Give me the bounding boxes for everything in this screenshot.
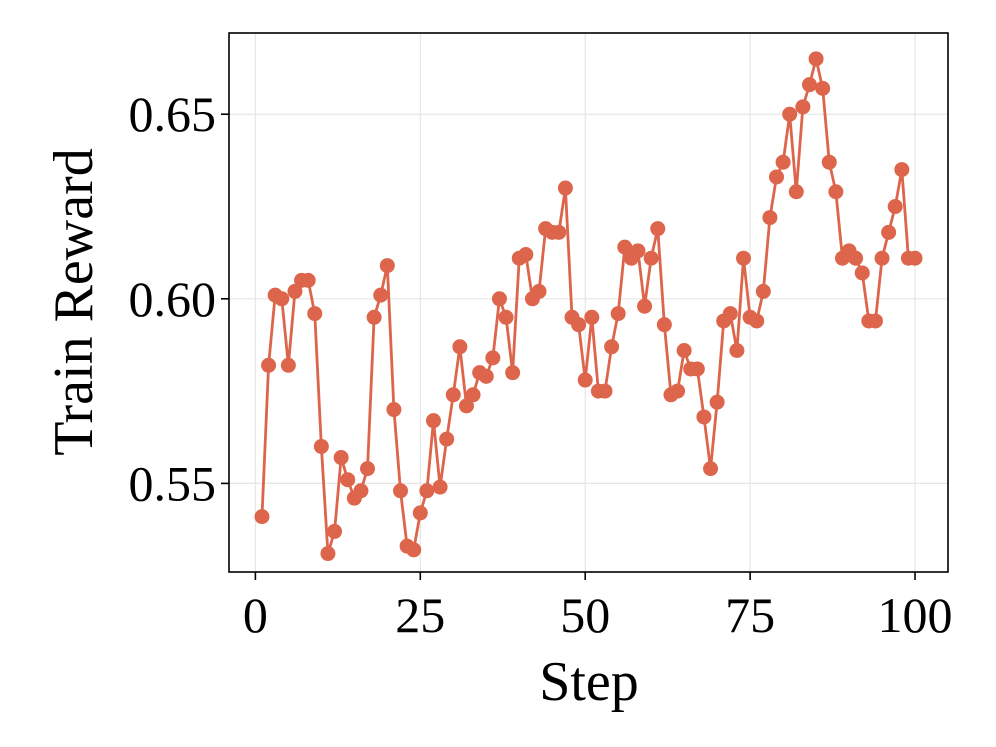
data-point bbox=[300, 272, 316, 288]
data-point bbox=[393, 483, 409, 499]
data-point bbox=[360, 461, 376, 477]
data-point bbox=[762, 210, 778, 226]
series-train-reward bbox=[254, 51, 923, 562]
data-point bbox=[478, 368, 494, 384]
data-point bbox=[307, 306, 323, 322]
data-point bbox=[445, 387, 461, 403]
plot-frame bbox=[228, 32, 949, 573]
data-point bbox=[729, 342, 745, 358]
data-point bbox=[676, 342, 692, 358]
data-point bbox=[452, 339, 468, 355]
axis-ticks: 0 25 50 75 100 0.55 0.60 0.65 bbox=[129, 86, 953, 643]
data-point bbox=[366, 309, 382, 325]
data-point bbox=[531, 283, 547, 299]
data-point bbox=[637, 298, 653, 314]
x-tick-label: 100 bbox=[878, 587, 953, 643]
data-point bbox=[287, 283, 303, 299]
data-point bbox=[828, 184, 844, 200]
data-point bbox=[808, 51, 824, 67]
data-point bbox=[458, 398, 474, 414]
data-point bbox=[617, 239, 633, 255]
data-point bbox=[887, 199, 903, 215]
data-point bbox=[643, 250, 659, 266]
data-point bbox=[353, 483, 369, 499]
data-point bbox=[703, 461, 719, 477]
data-point bbox=[795, 99, 811, 115]
data-point bbox=[412, 505, 428, 521]
data-point bbox=[274, 291, 290, 307]
data-point bbox=[848, 250, 864, 266]
data-point bbox=[768, 169, 784, 185]
data-point bbox=[340, 472, 356, 488]
data-point bbox=[597, 383, 613, 399]
data-point bbox=[610, 306, 626, 322]
data-point bbox=[327, 523, 343, 539]
data-point bbox=[801, 77, 817, 93]
data-point bbox=[379, 258, 395, 274]
data-point bbox=[854, 265, 870, 281]
data-point bbox=[815, 80, 831, 96]
data-point bbox=[867, 313, 883, 329]
data-point bbox=[584, 309, 600, 325]
y-tick-label: 0.55 bbox=[129, 455, 217, 511]
data-point bbox=[551, 224, 567, 240]
data-point bbox=[254, 509, 270, 525]
data-point bbox=[406, 542, 422, 558]
data-point bbox=[280, 357, 296, 373]
x-tick-label: 50 bbox=[560, 587, 610, 643]
data-point bbox=[788, 184, 804, 200]
y-tick-label: 0.60 bbox=[129, 271, 217, 327]
data-point bbox=[261, 357, 277, 373]
x-tick-label: 0 bbox=[243, 587, 268, 643]
data-point bbox=[333, 450, 349, 466]
y-axis-title: Train Reward bbox=[43, 148, 105, 455]
data-point bbox=[485, 350, 501, 366]
data-point bbox=[557, 180, 573, 196]
data-point bbox=[755, 283, 771, 299]
data-point bbox=[425, 413, 441, 429]
data-point bbox=[630, 243, 646, 259]
data-point bbox=[722, 306, 738, 322]
data-point bbox=[465, 387, 481, 403]
data-point bbox=[518, 247, 534, 263]
data-point bbox=[907, 250, 923, 266]
data-point bbox=[313, 438, 329, 454]
data-point bbox=[881, 224, 897, 240]
x-tick-label: 75 bbox=[725, 587, 775, 643]
data-point bbox=[491, 291, 507, 307]
data-point bbox=[709, 394, 725, 410]
data-point bbox=[775, 154, 791, 170]
data-point bbox=[696, 409, 712, 425]
data-point bbox=[874, 250, 890, 266]
data-point bbox=[782, 106, 798, 122]
data-point bbox=[373, 287, 389, 303]
data-point bbox=[320, 546, 336, 562]
data-point bbox=[571, 317, 587, 333]
data-point bbox=[386, 402, 402, 418]
data-point bbox=[749, 313, 765, 329]
data-point bbox=[505, 365, 521, 381]
x-axis-title: Step bbox=[539, 651, 639, 713]
data-point bbox=[821, 154, 837, 170]
data-point bbox=[604, 339, 620, 355]
data-point bbox=[656, 317, 672, 333]
data-point bbox=[670, 383, 686, 399]
data-point bbox=[736, 250, 752, 266]
data-point bbox=[419, 483, 435, 499]
data-point bbox=[894, 162, 910, 178]
data-point bbox=[577, 372, 593, 388]
series-line bbox=[260, 57, 916, 555]
data-point bbox=[432, 479, 448, 495]
data-point bbox=[498, 309, 514, 325]
y-tick-label: 0.65 bbox=[129, 86, 217, 142]
data-point bbox=[689, 361, 705, 377]
data-point bbox=[439, 431, 455, 447]
x-tick-label: 25 bbox=[395, 587, 445, 643]
data-point bbox=[650, 221, 666, 237]
